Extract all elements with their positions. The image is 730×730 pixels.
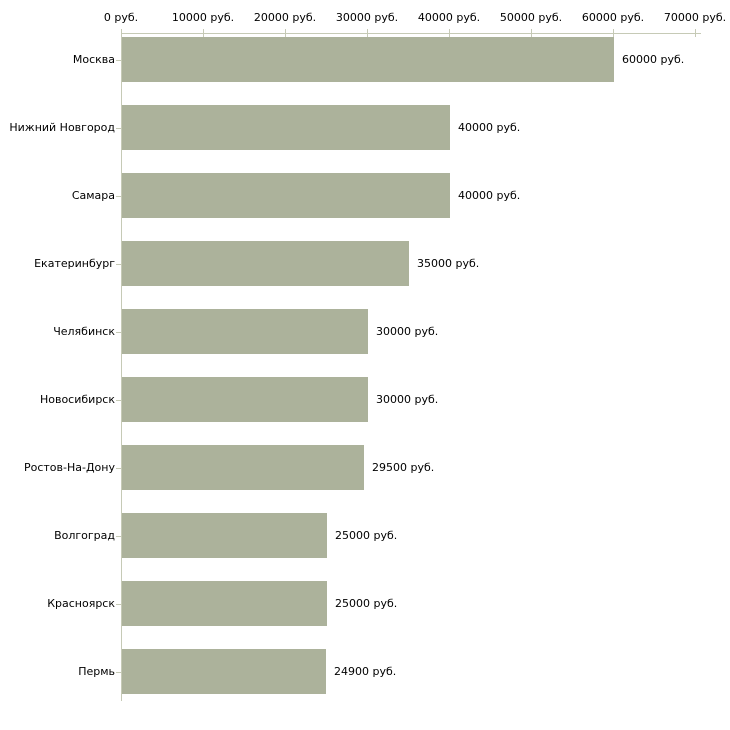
bar-4 (122, 241, 409, 286)
bar-6 (122, 377, 368, 422)
x-axis-tick-label: 50000 руб. (499, 11, 563, 24)
value-label: 40000 руб. (458, 120, 521, 134)
category-label: Красноярск (47, 596, 115, 610)
value-label: 24900 руб. (334, 664, 397, 678)
x-axis-tick-label: 20000 руб. (253, 11, 317, 24)
x-axis-tick-label: 40000 руб. (417, 11, 481, 24)
value-label: 25000 руб. (335, 528, 398, 542)
category-tick-mark (116, 468, 121, 469)
bar-5 (122, 309, 368, 354)
category-tick-mark (116, 60, 121, 61)
category-label: Нижний Новгород (9, 120, 115, 134)
category-tick-mark (116, 332, 121, 333)
category-label: Екатеринбург (34, 256, 115, 270)
category-tick-mark (116, 264, 121, 265)
x-axis-tick-label: 0 руб. (103, 11, 139, 24)
category-label: Пермь (78, 664, 115, 678)
category-label: Волгоград (54, 528, 115, 542)
category-tick-mark (116, 672, 121, 673)
category-tick-mark (116, 604, 121, 605)
value-label: 60000 руб. (622, 52, 685, 66)
bar-10 (122, 649, 326, 694)
x-axis-tick-label: 60000 руб. (581, 11, 645, 24)
category-tick-mark (116, 536, 121, 537)
bar-1 (122, 37, 614, 82)
value-label: 30000 руб. (376, 392, 439, 406)
value-label: 29500 руб. (372, 460, 435, 474)
category-label: Ростов-На-Дону (23, 460, 115, 474)
x-axis-tick-label: 30000 руб. (335, 11, 399, 24)
bar-2 (122, 105, 450, 150)
bar-7 (122, 445, 364, 490)
category-label: Челябинск (53, 324, 115, 338)
category-tick-mark (116, 196, 121, 197)
x-axis-tick-label: 10000 руб. (171, 11, 235, 24)
x-axis-line (121, 33, 701, 34)
value-label: 25000 руб. (335, 596, 398, 610)
category-label: Самара (71, 188, 115, 202)
category-label: Новосибирск (39, 392, 115, 406)
value-label: 40000 руб. (458, 188, 521, 202)
value-label: 35000 руб. (417, 256, 480, 270)
bar-8 (122, 513, 327, 558)
category-label: Москва (72, 52, 115, 66)
value-label: 30000 руб. (376, 324, 439, 338)
y-axis-line (121, 33, 122, 701)
x-axis-tick-label: 70000 руб. (663, 11, 727, 24)
category-tick-mark (116, 128, 121, 129)
category-tick-mark (116, 400, 121, 401)
bar-9 (122, 581, 327, 626)
bar-3 (122, 173, 450, 218)
